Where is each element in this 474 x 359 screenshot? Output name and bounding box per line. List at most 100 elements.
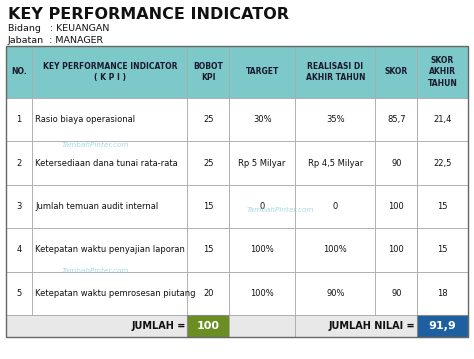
Bar (6, 315, 187, 337)
Bar (229, 141, 295, 185)
Bar (6, 141, 32, 185)
Bar (375, 141, 417, 185)
Bar (375, 98, 417, 141)
Bar (295, 185, 375, 228)
Bar (375, 272, 417, 315)
Text: NO.: NO. (11, 67, 27, 76)
Bar (6, 228, 32, 272)
Text: TambahPinter.com: TambahPinter.com (62, 143, 129, 148)
Bar (295, 141, 375, 185)
Bar (6, 98, 32, 141)
Text: Ketepatan waktu pemrosesan piutang: Ketepatan waktu pemrosesan piutang (36, 289, 196, 298)
Text: 0: 0 (260, 202, 265, 211)
Text: Ketepatan waktu penyajian laporan: Ketepatan waktu penyajian laporan (36, 246, 185, 255)
Text: Rp 5 Milyar: Rp 5 Milyar (238, 159, 286, 168)
Text: 3: 3 (17, 202, 22, 211)
Text: 25: 25 (203, 115, 213, 124)
Bar (375, 185, 417, 228)
Bar (6, 272, 32, 315)
Text: SKOR: SKOR (385, 67, 408, 76)
Text: SKOR
AKHIR
TAHUN: SKOR AKHIR TAHUN (428, 56, 457, 88)
Text: 100: 100 (389, 246, 404, 255)
Bar (6, 46, 468, 337)
Bar (417, 98, 468, 141)
Text: Bidang   : KEUANGAN: Bidang : KEUANGAN (8, 24, 109, 33)
Bar (187, 228, 229, 272)
Text: 85,7: 85,7 (387, 115, 406, 124)
Bar (295, 315, 417, 337)
Bar (229, 272, 295, 315)
Bar (295, 228, 375, 272)
Bar (417, 315, 468, 337)
Text: 15: 15 (438, 246, 448, 255)
Text: 15: 15 (203, 246, 213, 255)
Bar (187, 272, 229, 315)
Bar (229, 98, 295, 141)
Bar (32, 98, 187, 141)
Text: 100: 100 (389, 202, 404, 211)
Text: 1: 1 (17, 115, 22, 124)
Bar (32, 185, 187, 228)
Text: 90: 90 (391, 289, 401, 298)
Bar (417, 185, 468, 228)
Text: JUMLAH NILAI =: JUMLAH NILAI = (328, 321, 415, 331)
Bar (375, 228, 417, 272)
Bar (417, 228, 468, 272)
Bar (187, 141, 229, 185)
Bar (295, 98, 375, 141)
Bar (295, 46, 375, 98)
Text: TambahPinter.com: TambahPinter.com (246, 207, 314, 213)
Text: JUMLAH =: JUMLAH = (131, 321, 185, 331)
Text: 18: 18 (438, 289, 448, 298)
Bar (32, 228, 187, 272)
Bar (295, 315, 375, 337)
Text: 90%: 90% (326, 289, 345, 298)
Text: TARGET: TARGET (246, 67, 279, 76)
Text: 25: 25 (203, 159, 213, 168)
Text: 15: 15 (203, 202, 213, 211)
Text: 91,9: 91,9 (428, 321, 456, 331)
Bar (32, 272, 187, 315)
Text: Rp 4,5 Milyar: Rp 4,5 Milyar (308, 159, 363, 168)
Text: Ketersediaan dana tunai rata-rata: Ketersediaan dana tunai rata-rata (36, 159, 178, 168)
Text: KEY PERFORMANCE INDICATOR
( K P I ): KEY PERFORMANCE INDICATOR ( K P I ) (43, 62, 177, 82)
Text: TambahPinter.com: TambahPinter.com (62, 268, 129, 274)
Text: 21,4: 21,4 (433, 115, 452, 124)
Bar (187, 185, 229, 228)
Bar (187, 46, 229, 98)
Text: Jabatan  : MANAGER: Jabatan : MANAGER (8, 36, 104, 45)
Text: REALISASI DI
AKHIR TAHUN: REALISASI DI AKHIR TAHUN (306, 62, 365, 82)
Text: 100: 100 (197, 321, 220, 331)
Text: BOBOT
KPI: BOBOT KPI (193, 62, 223, 82)
Text: 15: 15 (438, 202, 448, 211)
Bar (417, 272, 468, 315)
Bar (375, 46, 417, 98)
Text: 100%: 100% (323, 246, 347, 255)
Text: KEY PERFORMANCE INDICATOR: KEY PERFORMANCE INDICATOR (8, 7, 289, 22)
Bar (417, 141, 468, 185)
Bar (417, 46, 468, 98)
Bar (32, 46, 187, 98)
Bar (229, 315, 295, 337)
Text: 90: 90 (391, 159, 401, 168)
Bar (229, 185, 295, 228)
Bar (229, 228, 295, 272)
Bar (187, 315, 229, 337)
Bar (295, 272, 375, 315)
Bar (32, 141, 187, 185)
Bar (229, 46, 295, 98)
Text: 22,5: 22,5 (433, 159, 452, 168)
Text: 0: 0 (333, 202, 338, 211)
Text: Jumlah temuan audit internal: Jumlah temuan audit internal (36, 202, 159, 211)
Bar (187, 98, 229, 141)
Text: 35%: 35% (326, 115, 345, 124)
Bar (6, 185, 32, 228)
Bar (6, 46, 32, 98)
Text: 100%: 100% (250, 289, 274, 298)
Text: 20: 20 (203, 289, 213, 298)
Text: 100%: 100% (250, 246, 274, 255)
Text: 30%: 30% (253, 115, 272, 124)
Text: 4: 4 (17, 246, 22, 255)
Text: Rasio biaya operasional: Rasio biaya operasional (36, 115, 136, 124)
Text: 5: 5 (17, 289, 22, 298)
